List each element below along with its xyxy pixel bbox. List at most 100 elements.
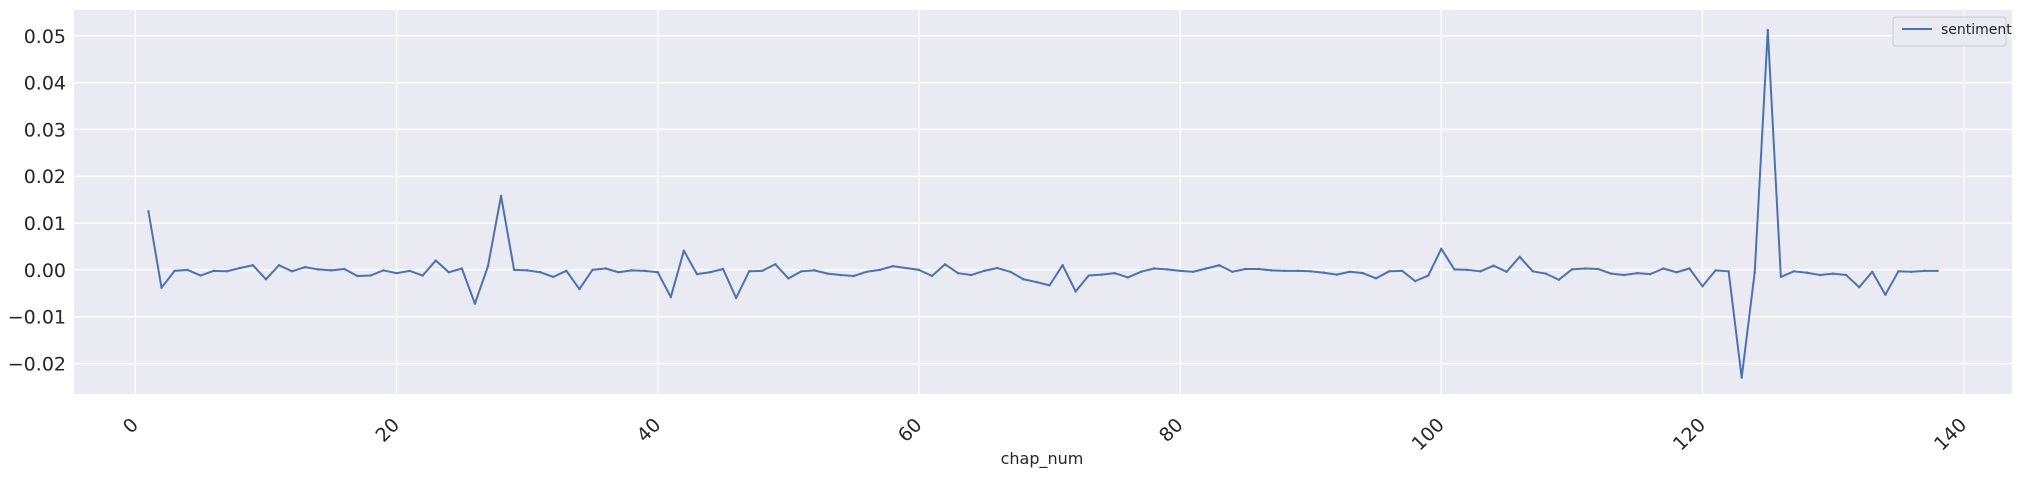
data-point (1244, 267, 1247, 271)
data-point (512, 268, 516, 272)
y-tick-label: −0.01 (8, 307, 66, 329)
data-point (212, 269, 215, 273)
data-point (1609, 272, 1613, 275)
data-point (460, 267, 464, 270)
y-tick-label: 0.00 (24, 260, 66, 282)
legend-box (1892, 16, 2007, 47)
data-point (904, 266, 908, 270)
data-point (591, 268, 594, 272)
data-point (1178, 269, 1182, 273)
data-point (708, 271, 712, 274)
data-point (1374, 277, 1378, 280)
y-tick-label: 0.04 (24, 73, 66, 95)
data-point (813, 269, 816, 272)
data-point (800, 270, 803, 273)
x-tick-label: 80 (1155, 414, 1188, 447)
data-point (1596, 267, 1600, 271)
data-point (1531, 270, 1534, 273)
data-point (617, 271, 620, 274)
data-point (578, 287, 581, 291)
data-point (1427, 274, 1430, 277)
x-tick-label: 120 (1669, 414, 1710, 455)
data-point (1191, 270, 1195, 273)
data-point (1923, 269, 1926, 273)
data-point (1701, 285, 1704, 288)
data-point (343, 267, 346, 271)
data-point (1858, 286, 1861, 289)
data-point (330, 269, 333, 272)
data-point (1714, 269, 1717, 272)
data-point (1440, 247, 1443, 251)
data-point (1871, 270, 1874, 273)
data-point (225, 270, 228, 273)
data-point (1688, 267, 1691, 270)
data-point (656, 271, 659, 274)
data-point (1074, 290, 1077, 293)
data-point (1518, 255, 1521, 258)
data-point (486, 264, 490, 268)
data-point (891, 264, 895, 268)
data-point (1766, 28, 1769, 32)
data-point (1231, 270, 1234, 273)
data-point (1309, 270, 1312, 273)
data-point (917, 268, 921, 272)
data-point (1453, 268, 1456, 271)
data-point (878, 268, 881, 272)
x-tick-label: 0 (119, 414, 143, 438)
data-point (695, 272, 699, 276)
data-point (1805, 271, 1809, 274)
data-point (1139, 270, 1143, 273)
data-point (1727, 270, 1730, 273)
x-tick-label: 20 (371, 414, 404, 447)
data-point (1387, 270, 1391, 273)
data-point (539, 271, 542, 274)
data-point (1126, 276, 1130, 279)
data-point (1061, 264, 1064, 267)
plot-background (74, 10, 2012, 394)
y-tick-label: −0.02 (8, 354, 66, 376)
data-point (1322, 271, 1325, 274)
data-point (1753, 271, 1756, 274)
data-point (1583, 267, 1587, 270)
data-point (1831, 272, 1835, 275)
data-point (147, 210, 150, 213)
x-tick-label: 140 (1930, 414, 1971, 455)
data-point (238, 266, 242, 270)
data-point (734, 296, 738, 300)
data-point (160, 286, 163, 289)
y-axis-ticks: −0.02 −0.01 0.00 0.01 0.02 0.03 0.04 0.05 (8, 26, 66, 376)
data-point (983, 269, 986, 273)
data-point (1492, 264, 1495, 267)
data-point (1165, 268, 1169, 271)
data-point (1400, 269, 1404, 273)
data-point (1218, 264, 1221, 267)
data-point (356, 274, 359, 278)
legend: sentiment (1892, 16, 2012, 47)
data-point (943, 263, 947, 266)
data-point (290, 270, 294, 273)
data-point (1048, 284, 1051, 287)
y-tick-label: 0.05 (24, 26, 66, 48)
data-point (199, 274, 202, 277)
data-point (956, 271, 960, 275)
data-point (1779, 275, 1783, 279)
data-point (395, 271, 398, 275)
data-point (1544, 272, 1547, 275)
data-point (1649, 272, 1652, 276)
data-point (787, 277, 790, 280)
data-point (1113, 271, 1117, 275)
data-point (1662, 267, 1665, 270)
data-point (1622, 273, 1626, 277)
data-point (1152, 267, 1156, 270)
data-point (1557, 278, 1561, 281)
data-point (1257, 267, 1260, 271)
data-point (1100, 273, 1103, 276)
series-layer (147, 28, 1939, 379)
y-tick-label: 0.02 (24, 166, 66, 188)
data-point (277, 264, 281, 267)
data-point (369, 274, 372, 277)
data-point (1466, 268, 1469, 272)
data-point (669, 295, 673, 299)
data-point (473, 302, 477, 305)
